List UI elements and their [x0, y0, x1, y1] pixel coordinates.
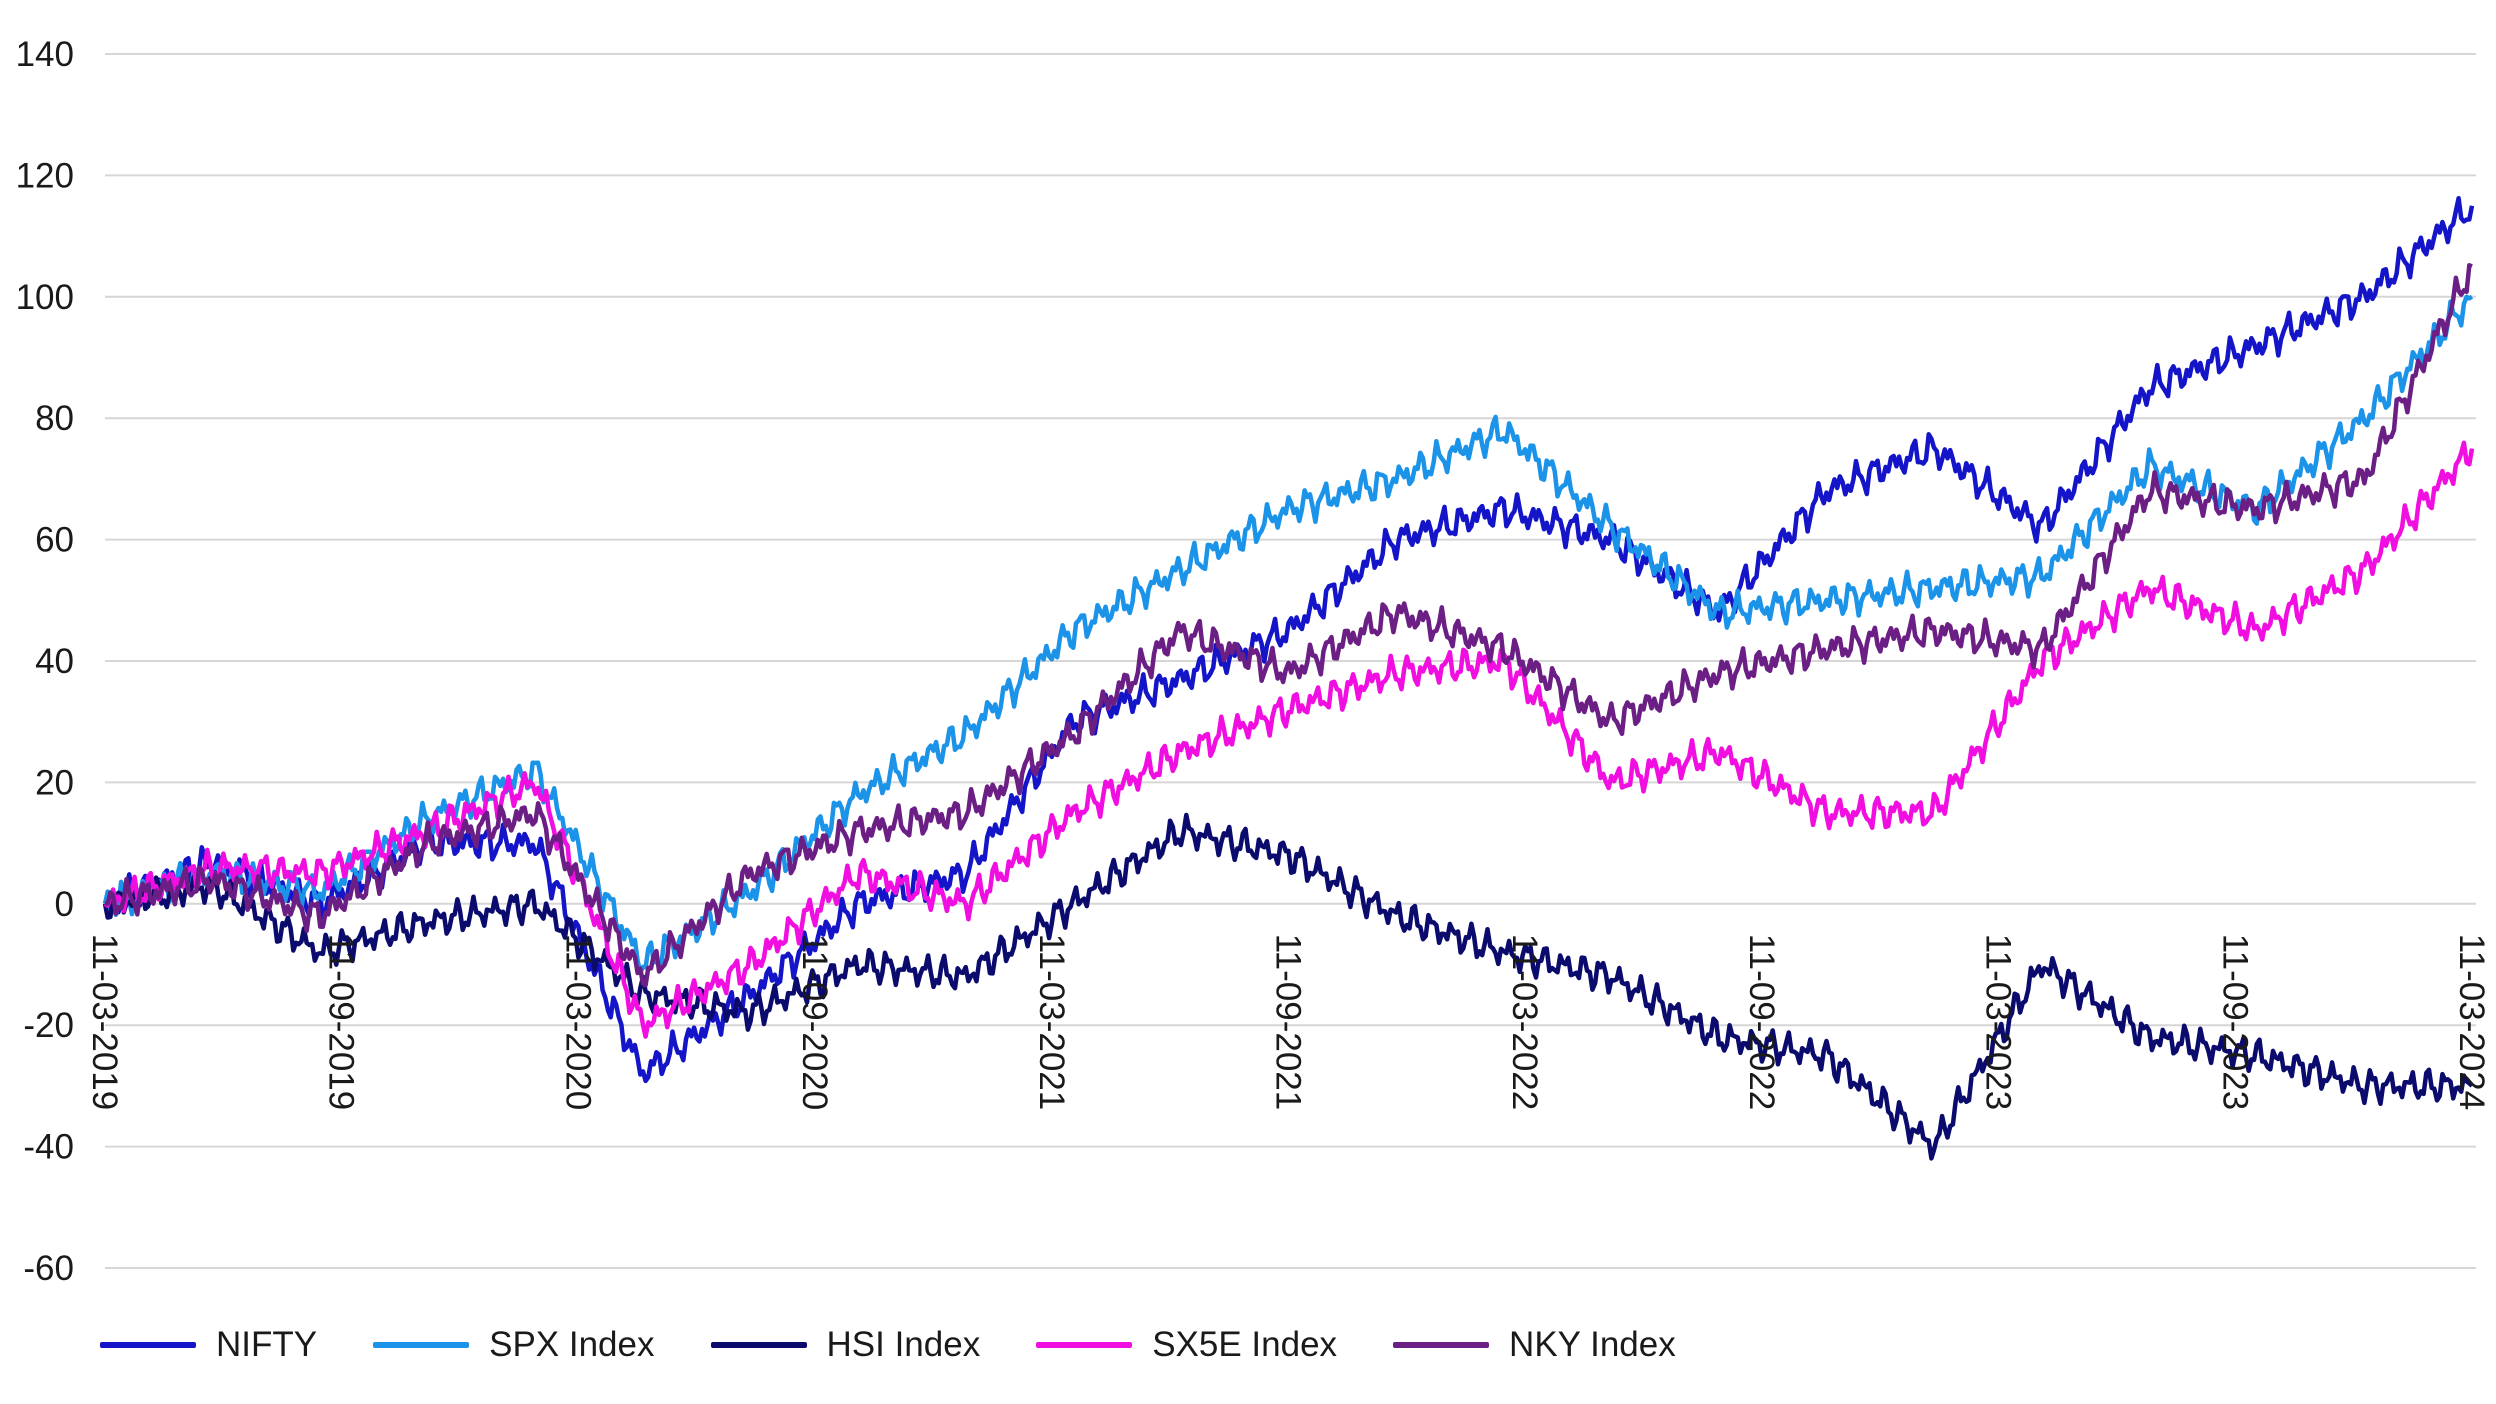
- series-lines: [102, 195, 2475, 1161]
- y-tick-label: 100: [16, 278, 74, 317]
- legend-item: SX5E Index: [1036, 1325, 1337, 1365]
- y-tick-label: -40: [23, 1128, 74, 1167]
- legend-swatch: [710, 1342, 807, 1348]
- y-tick-label: 0: [55, 885, 74, 924]
- y-axis-ticks: 140 120 100 80 60 40 20 0 -20 -40 -60: [16, 35, 74, 1288]
- x-tick-label: 11-03-2019: [85, 934, 124, 1110]
- y-tick-label: 20: [35, 763, 74, 802]
- series-line-nifty: [102, 195, 2475, 1084]
- y-tick-label: -20: [23, 1006, 74, 1045]
- series-line-spx-index: [102, 294, 2474, 975]
- y-tick-label: -60: [23, 1249, 74, 1288]
- legend-label: SPX Index: [489, 1325, 655, 1364]
- x-tick-label: 11-09-2020: [795, 934, 834, 1110]
- series-line-nky-index: [104, 263, 2473, 988]
- legend-swatch: [100, 1342, 196, 1348]
- legend-item: SPX Index: [373, 1325, 655, 1365]
- y-tick-label: 120: [16, 156, 74, 195]
- x-tick-label: 11-03-2022: [1505, 934, 1544, 1110]
- legend-item: NIFTY: [100, 1325, 317, 1365]
- legend-label: SX5E Index: [1152, 1325, 1338, 1364]
- x-tick-label: 11-09-2022: [1742, 934, 1781, 1110]
- y-tick-label: 140: [16, 35, 74, 74]
- y-tick-label: 40: [35, 642, 74, 681]
- legend-label: NIFTY: [216, 1325, 318, 1364]
- x-tick-label: 11-03-2024: [2452, 934, 2491, 1110]
- legend: NIFTY SPX Index HSI Index SX5E Index NKY Ind…: [100, 1320, 1676, 1370]
- x-tick-label: 11-09-2019: [322, 934, 361, 1110]
- legend-item: NKY Index: [1393, 1325, 1676, 1365]
- x-tick-label: 11-09-2023: [2215, 934, 2254, 1110]
- series-line-hsi-index: [102, 812, 2474, 1161]
- legend-item: HSI Index: [710, 1325, 981, 1365]
- legend-swatch: [373, 1342, 470, 1348]
- legend-label: HSI Index: [826, 1325, 981, 1364]
- legend-swatch: [1036, 1342, 1133, 1348]
- x-axis-ticks: 11-03-2019 11-09-2019 11-03-2020 11-09-2020…: [85, 934, 2491, 1110]
- y-tick-label: 80: [35, 399, 74, 438]
- x-tick-label: 11-03-2020: [558, 934, 597, 1110]
- x-tick-label: 11-09-2021: [1269, 934, 1308, 1110]
- legend-swatch: [1393, 1342, 1490, 1348]
- x-tick-label: 11-03-2023: [1979, 934, 2018, 1110]
- y-tick-label: 60: [35, 521, 74, 560]
- legend-label: NKY Index: [1509, 1325, 1676, 1364]
- x-tick-label: 11-03-2021: [1032, 934, 1071, 1110]
